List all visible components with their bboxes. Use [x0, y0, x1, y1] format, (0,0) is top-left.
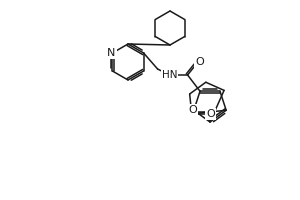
- Text: HN: HN: [162, 70, 177, 80]
- Text: O: O: [188, 105, 197, 115]
- Text: O: O: [206, 109, 215, 119]
- Text: N: N: [107, 48, 116, 58]
- Text: O: O: [195, 57, 204, 67]
